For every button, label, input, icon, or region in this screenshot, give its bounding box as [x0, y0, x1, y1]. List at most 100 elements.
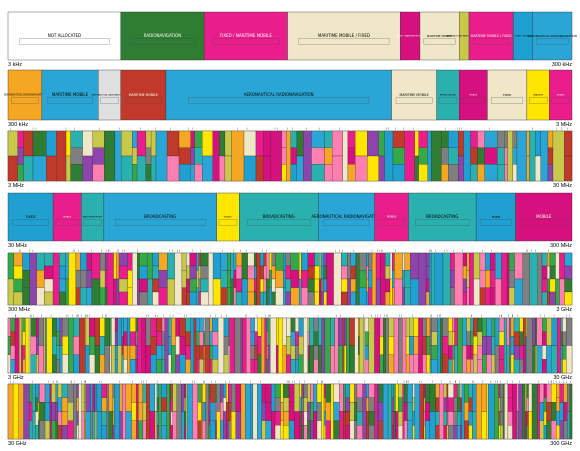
- allocation-segment: [233, 287, 237, 306]
- allocation-segment-label: MOBILE: [557, 95, 565, 97]
- allocation-segment: [116, 278, 120, 306]
- allocation-segment: [7, 354, 11, 374]
- tick-mark: |: [320, 127, 321, 131]
- allocation-segment: [288, 383, 295, 403]
- tick-mark: |: [440, 314, 441, 318]
- allocation-segment: [482, 354, 487, 374]
- allocation-segment: [470, 317, 474, 332]
- allocation-segment: [282, 345, 287, 374]
- allocation-segment: [172, 411, 177, 440]
- allocation-segment: [393, 317, 399, 374]
- row-5: | || || || | |||| || || |||| | |||| || ||| | ||| || ||| |…: [7, 249, 573, 306]
- tick-mark: |: [246, 249, 247, 253]
- allocation-segment: [442, 336, 449, 355]
- allocation-segment: [366, 265, 369, 280]
- allocation-segment: [108, 383, 114, 412]
- allocation-segment: [38, 420, 40, 440]
- allocation-segment: [477, 164, 485, 182]
- allocation-segment: [169, 383, 171, 403]
- allocation-segment: [431, 317, 438, 332]
- allocation-segment: [473, 354, 478, 374]
- allocation-segment: [166, 130, 180, 157]
- allocation-segment: [354, 402, 358, 421]
- allocation-segment: [51, 383, 57, 403]
- allocation-segment: [174, 252, 183, 306]
- allocation-segment: [38, 383, 40, 403]
- allocation-segment: [543, 425, 547, 440]
- allocation-segment: [117, 345, 122, 374]
- allocation-segment: [270, 317, 277, 374]
- allocation-segment: [412, 425, 415, 440]
- allocation-segment: [198, 291, 201, 306]
- allocation-segment: [307, 331, 310, 346]
- allocation-segment: [354, 383, 358, 403]
- tick-mark: |: [119, 380, 120, 384]
- allocation-segment: [531, 383, 538, 440]
- tick-mark: |: [20, 249, 21, 253]
- allocation-segment: [280, 420, 284, 440]
- tick-mark: |: [377, 314, 378, 318]
- allocation-segment: [466, 252, 470, 271]
- tick-mark: |: [172, 249, 173, 253]
- tick-mark: |: [246, 314, 247, 318]
- tick-mark: |: [32, 380, 33, 384]
- allocation-segment: [566, 317, 573, 346]
- allocation-segment: [61, 383, 68, 398]
- allocation-segment: [391, 425, 394, 440]
- allocation-segment: [223, 411, 227, 426]
- allocation-segment: [283, 425, 290, 440]
- allocation-segment: [536, 345, 543, 374]
- allocation-segment: [261, 402, 266, 421]
- tick-mark: |: [192, 127, 193, 131]
- allocation-segment: [99, 317, 105, 337]
- allocation-segment: [283, 411, 290, 426]
- allocation-segment: [442, 252, 451, 306]
- allocation-segment: [487, 69, 528, 121]
- tick-mark: |: [404, 127, 405, 131]
- allocation-subblock: [12, 219, 49, 226]
- allocation-subblock: [536, 38, 569, 45]
- allocation-segment: [230, 252, 234, 280]
- allocation-segment: [175, 354, 180, 374]
- allocation-segment: [67, 420, 74, 440]
- allocation-segment: [500, 397, 504, 412]
- allocation-segment: [324, 164, 333, 182]
- allocation-segment: [194, 164, 203, 182]
- allocation-segment: [435, 411, 440, 426]
- allocation-segment: [267, 345, 271, 374]
- allocation-segment-label: RADIOASTRONOMY: [83, 216, 103, 219]
- allocation-segment: [7, 336, 11, 355]
- tick-mark: |: [81, 380, 82, 384]
- allocation-segment: [422, 354, 427, 374]
- allocation-segment: [235, 291, 243, 306]
- allocation-segment: [516, 383, 519, 412]
- tick-mark: |: [157, 380, 158, 384]
- allocation-segment: [506, 252, 510, 306]
- allocation-segment: [141, 317, 147, 374]
- allocation-segment: [387, 383, 393, 440]
- tick-mark: |: [277, 127, 278, 131]
- allocation-segment: [523, 345, 526, 374]
- allocation-segment: [320, 291, 324, 306]
- tick-mark: |: [233, 249, 234, 253]
- allocation-segment: [201, 383, 203, 440]
- allocation-segment-label: AERONAUTICAL RADIONAVIGATION: [447, 35, 482, 38]
- allocation-segment: [443, 411, 447, 426]
- allocation-segment: [358, 336, 360, 355]
- allocation-segment: [412, 397, 415, 412]
- allocation-segment: [38, 317, 45, 346]
- allocation-segment: [235, 383, 242, 412]
- tick-mark: |: [222, 249, 223, 253]
- allocation-segment: [85, 317, 90, 346]
- allocation-segment: [52, 317, 57, 337]
- allocation-segment: [519, 359, 524, 374]
- allocation-segment: [350, 291, 357, 306]
- allocation-segment: [118, 278, 128, 293]
- allocation-segment: [260, 265, 264, 280]
- tick-mark: |: [535, 249, 536, 253]
- tick-mark: |: [170, 127, 171, 131]
- allocation-segment: [106, 383, 109, 440]
- allocation-segment: [559, 383, 564, 403]
- allocation-segment: [44, 252, 54, 267]
- allocation-segment: [17, 130, 24, 148]
